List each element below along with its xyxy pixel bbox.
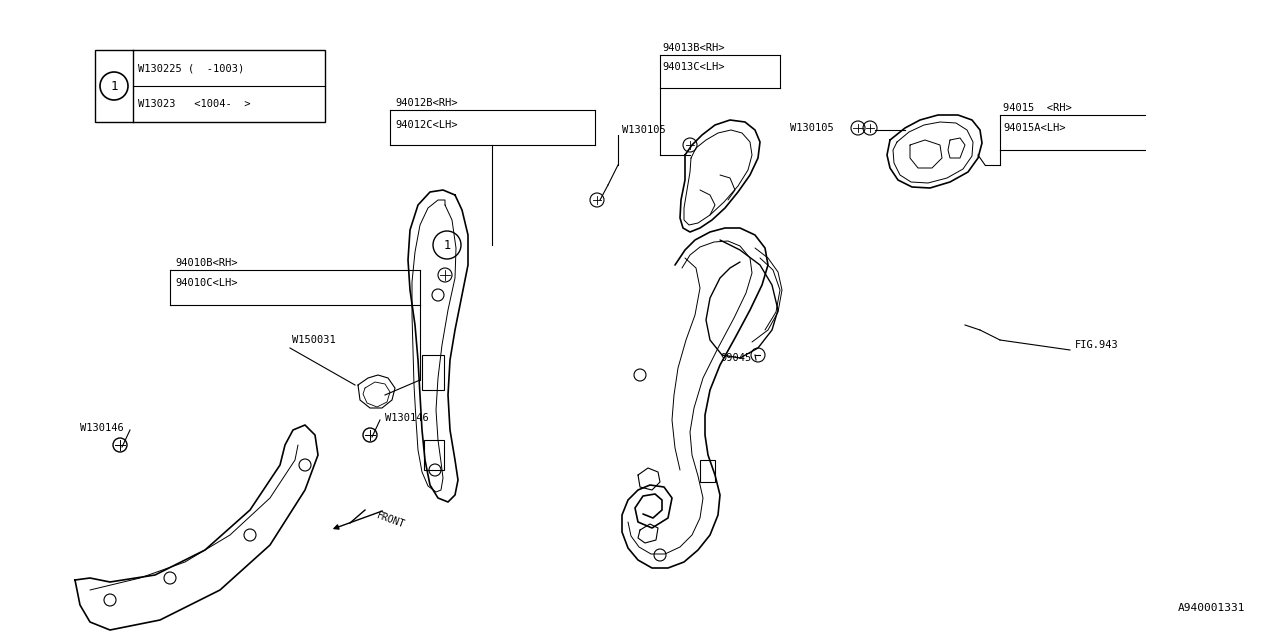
Text: 1: 1 — [443, 239, 451, 252]
Text: W130146: W130146 — [385, 413, 429, 423]
Text: 99045: 99045 — [719, 353, 751, 363]
Text: W130105: W130105 — [790, 123, 833, 133]
Bar — [95, 50, 325, 122]
Text: FRONT: FRONT — [375, 510, 406, 530]
Text: 94012C<LH>: 94012C<LH> — [396, 120, 457, 130]
Text: 94015  <RH>: 94015 <RH> — [1004, 103, 1071, 113]
Text: 94013C<LH>: 94013C<LH> — [662, 62, 724, 72]
Bar — [700, 460, 716, 482]
Bar — [422, 355, 444, 390]
Text: FIG.943: FIG.943 — [1075, 340, 1119, 350]
Text: A940001331: A940001331 — [1178, 603, 1245, 613]
Text: W13023   <1004-  >: W13023 <1004- > — [138, 99, 251, 109]
Bar — [424, 440, 444, 470]
Text: 1: 1 — [110, 79, 118, 93]
Text: 94012B<RH>: 94012B<RH> — [396, 98, 457, 108]
Text: 94013B<RH>: 94013B<RH> — [662, 43, 724, 53]
Text: W130146: W130146 — [79, 423, 124, 433]
Text: W130105: W130105 — [622, 125, 666, 135]
Text: W150031: W150031 — [292, 335, 335, 345]
Text: 94010C<LH>: 94010C<LH> — [175, 278, 238, 288]
Text: 94015A<LH>: 94015A<LH> — [1004, 123, 1065, 133]
Text: 94010B<RH>: 94010B<RH> — [175, 258, 238, 268]
Text: W130225 (  -1003): W130225 ( -1003) — [138, 63, 244, 73]
